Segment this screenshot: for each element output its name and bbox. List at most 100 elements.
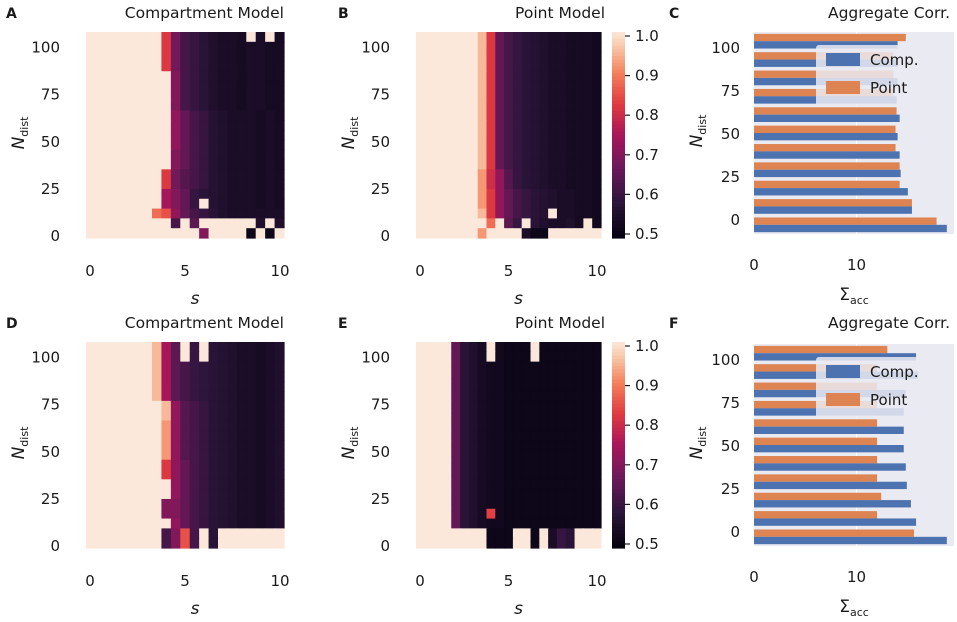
- heatmap-cell: [583, 440, 593, 451]
- heatmap-cell: [199, 410, 210, 422]
- colorbar-swatch: [612, 499, 625, 504]
- heatmap-cell: [133, 61, 144, 72]
- heatmap-cell: [460, 130, 470, 141]
- colorbar-swatch: [612, 534, 625, 539]
- heatmap-cell: [433, 518, 444, 529]
- heatmap-cell: [133, 351, 144, 363]
- heatmap-cell: [583, 498, 593, 510]
- heatmap-cell: [512, 218, 523, 229]
- heatmap-cell: [218, 61, 229, 72]
- heatmap-cell: [274, 41, 285, 53]
- heatmap-cell: [556, 228, 567, 239]
- colorbar-swatch: [612, 482, 625, 487]
- heatmap-cell: [433, 420, 444, 431]
- colorbar-swatch: [612, 117, 625, 122]
- heatmap-cell: [95, 32, 106, 43]
- heatmap-cell: [521, 538, 532, 549]
- heatmap-cell: [104, 228, 115, 239]
- heatmap-cell: [123, 351, 134, 363]
- heatmap-cell: [152, 489, 163, 500]
- heatmap-cell: [574, 41, 584, 53]
- heatmap-cell: [255, 351, 266, 363]
- heatmap-cell: [170, 130, 181, 141]
- heatmap-cell: [477, 361, 488, 373]
- heatmap-cell: [556, 32, 567, 43]
- heatmap-cell: [592, 459, 602, 471]
- heatmap-cell: [574, 400, 584, 412]
- heatmap-cell: [592, 381, 602, 392]
- heatmap-cell: [556, 110, 567, 121]
- heatmap-cell: [170, 489, 181, 500]
- heatmap-cell: [442, 361, 452, 373]
- heatmap-cell: [246, 479, 257, 490]
- heatmap-cell: [227, 169, 238, 180]
- heatmap-cell: [451, 469, 461, 480]
- heatmap-cell: [86, 528, 97, 539]
- colorbar-swatch: [612, 479, 625, 484]
- heatmap-cell: [565, 61, 576, 72]
- heatmap-cell: [265, 208, 276, 219]
- heatmap-cell: [152, 351, 163, 363]
- heatmap-cell: [95, 61, 106, 72]
- heatmap-cell: [416, 149, 426, 161]
- heatmap-cell: [199, 120, 210, 131]
- heatmap-cell: [451, 400, 461, 412]
- bar-point: [754, 419, 878, 427]
- heatmap-cell: [133, 489, 144, 500]
- heatmap-cell: [477, 469, 488, 480]
- heatmap-cell: [227, 218, 238, 229]
- heatmap-cell: [114, 41, 125, 53]
- bar-point: [754, 217, 937, 225]
- heatmap-cell: [460, 61, 470, 72]
- heatmap-cell: [442, 218, 452, 229]
- heatmap-cell: [123, 218, 134, 229]
- colorbar-tick-label: 0.6: [635, 495, 659, 513]
- heatmap-cell: [521, 342, 532, 353]
- heatmap-cell: [486, 538, 496, 549]
- heatmap-cell: [565, 218, 576, 229]
- legend: Comp.Point: [816, 45, 944, 107]
- colorbar-swatch: [612, 376, 625, 381]
- heatmap-cell: [424, 90, 435, 102]
- heatmap-cell: [86, 188, 97, 200]
- heatmap-cell: [416, 110, 426, 121]
- heatmap-cell: [104, 41, 115, 53]
- heatmap-cell: [218, 430, 229, 441]
- heatmap-cell: [424, 410, 435, 422]
- bar-comp: [754, 41, 898, 49]
- heatmap-cell: [218, 208, 229, 219]
- heatmap-cell: [114, 528, 125, 539]
- y-tick-label: 50: [41, 133, 60, 151]
- heatmap-cell: [114, 518, 125, 529]
- heatmap-cell: [189, 430, 200, 441]
- heatmap-cell: [530, 479, 540, 490]
- heatmap-cell: [565, 188, 576, 200]
- heatmap-cell: [114, 100, 125, 112]
- heatmap-cell: [451, 351, 461, 363]
- heatmap-cell: [565, 528, 576, 539]
- heatmap-cell: [530, 538, 540, 549]
- heatmap-cell: [170, 420, 181, 431]
- heatmap-cell: [152, 120, 163, 131]
- heatmap-cell: [416, 218, 426, 229]
- heatmap-cell: [583, 489, 593, 500]
- heatmap-cell: [539, 440, 549, 451]
- heatmap-panel-e: Ndist: [339, 342, 602, 549]
- heatmap-cell: [556, 120, 567, 131]
- colorbar-swatch: [612, 355, 625, 360]
- heatmap-cell: [495, 169, 505, 180]
- heatmap-cell: [486, 41, 496, 53]
- heatmap-cell: [180, 139, 191, 151]
- heatmap-cell: [565, 130, 576, 141]
- heatmap-cell: [530, 489, 540, 500]
- heatmap-cell: [152, 449, 163, 461]
- heatmap-cell: [123, 342, 134, 353]
- heatmap-cell: [433, 361, 444, 373]
- colorbar-tick-label: 0.9: [635, 377, 659, 395]
- heatmap-cell: [451, 139, 461, 151]
- heatmap-cell: [86, 51, 97, 63]
- heatmap-cell: [512, 479, 523, 490]
- heatmap-cell: [548, 81, 558, 92]
- heatmap-cell: [592, 361, 602, 373]
- colorbar-swatch: [612, 465, 625, 470]
